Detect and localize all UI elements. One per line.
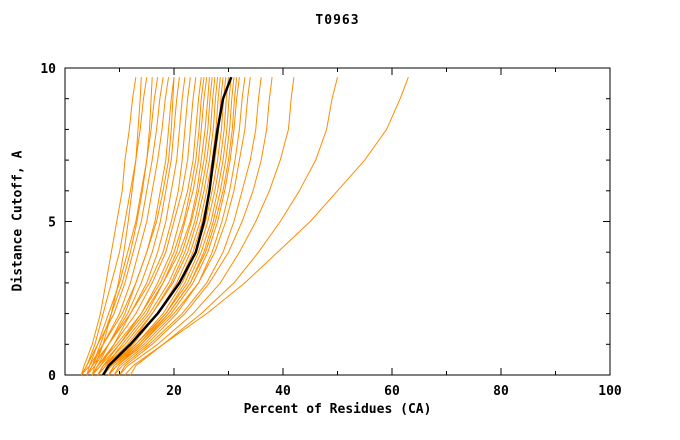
x-tick-label: 100	[598, 384, 622, 399]
model-curve	[102, 77, 221, 376]
y-tick-label: 0	[48, 369, 56, 384]
model-curve	[102, 77, 232, 376]
model-curve	[80, 77, 175, 376]
x-tick-label: 60	[384, 384, 400, 399]
model-curve	[129, 77, 338, 376]
model-curve	[97, 77, 219, 376]
model-curve	[113, 77, 262, 376]
model-curve	[80, 77, 137, 376]
highlight-curve	[102, 76, 233, 376]
model-curve	[119, 77, 273, 376]
model-curve	[86, 77, 191, 376]
model-curve	[91, 77, 142, 376]
model-curve	[91, 77, 197, 376]
model-curve	[108, 77, 251, 376]
model-curve	[97, 77, 213, 376]
model-curve	[86, 77, 159, 376]
model-curve	[108, 77, 229, 376]
x-tick-label: 0	[61, 384, 69, 399]
model-curve	[91, 77, 205, 376]
chart-title: T0963	[315, 13, 360, 28]
model-curve	[113, 77, 246, 376]
model-curve	[80, 77, 148, 376]
y-tick-label: 10	[40, 62, 56, 77]
model-curve	[91, 77, 210, 376]
model-curve	[80, 77, 164, 376]
x-tick-label: 80	[493, 384, 509, 399]
model-curve	[102, 77, 238, 376]
x-tick-label: 20	[166, 384, 182, 399]
model-curve	[97, 77, 208, 376]
model-curve	[108, 77, 240, 376]
model-curve	[124, 77, 409, 376]
x-tick-label: 40	[275, 384, 291, 399]
y-tick-label: 5	[48, 216, 56, 231]
x-axis-label: Percent of Residues (CA)	[243, 402, 432, 417]
model-curve	[119, 77, 295, 376]
model-curve	[86, 77, 153, 376]
